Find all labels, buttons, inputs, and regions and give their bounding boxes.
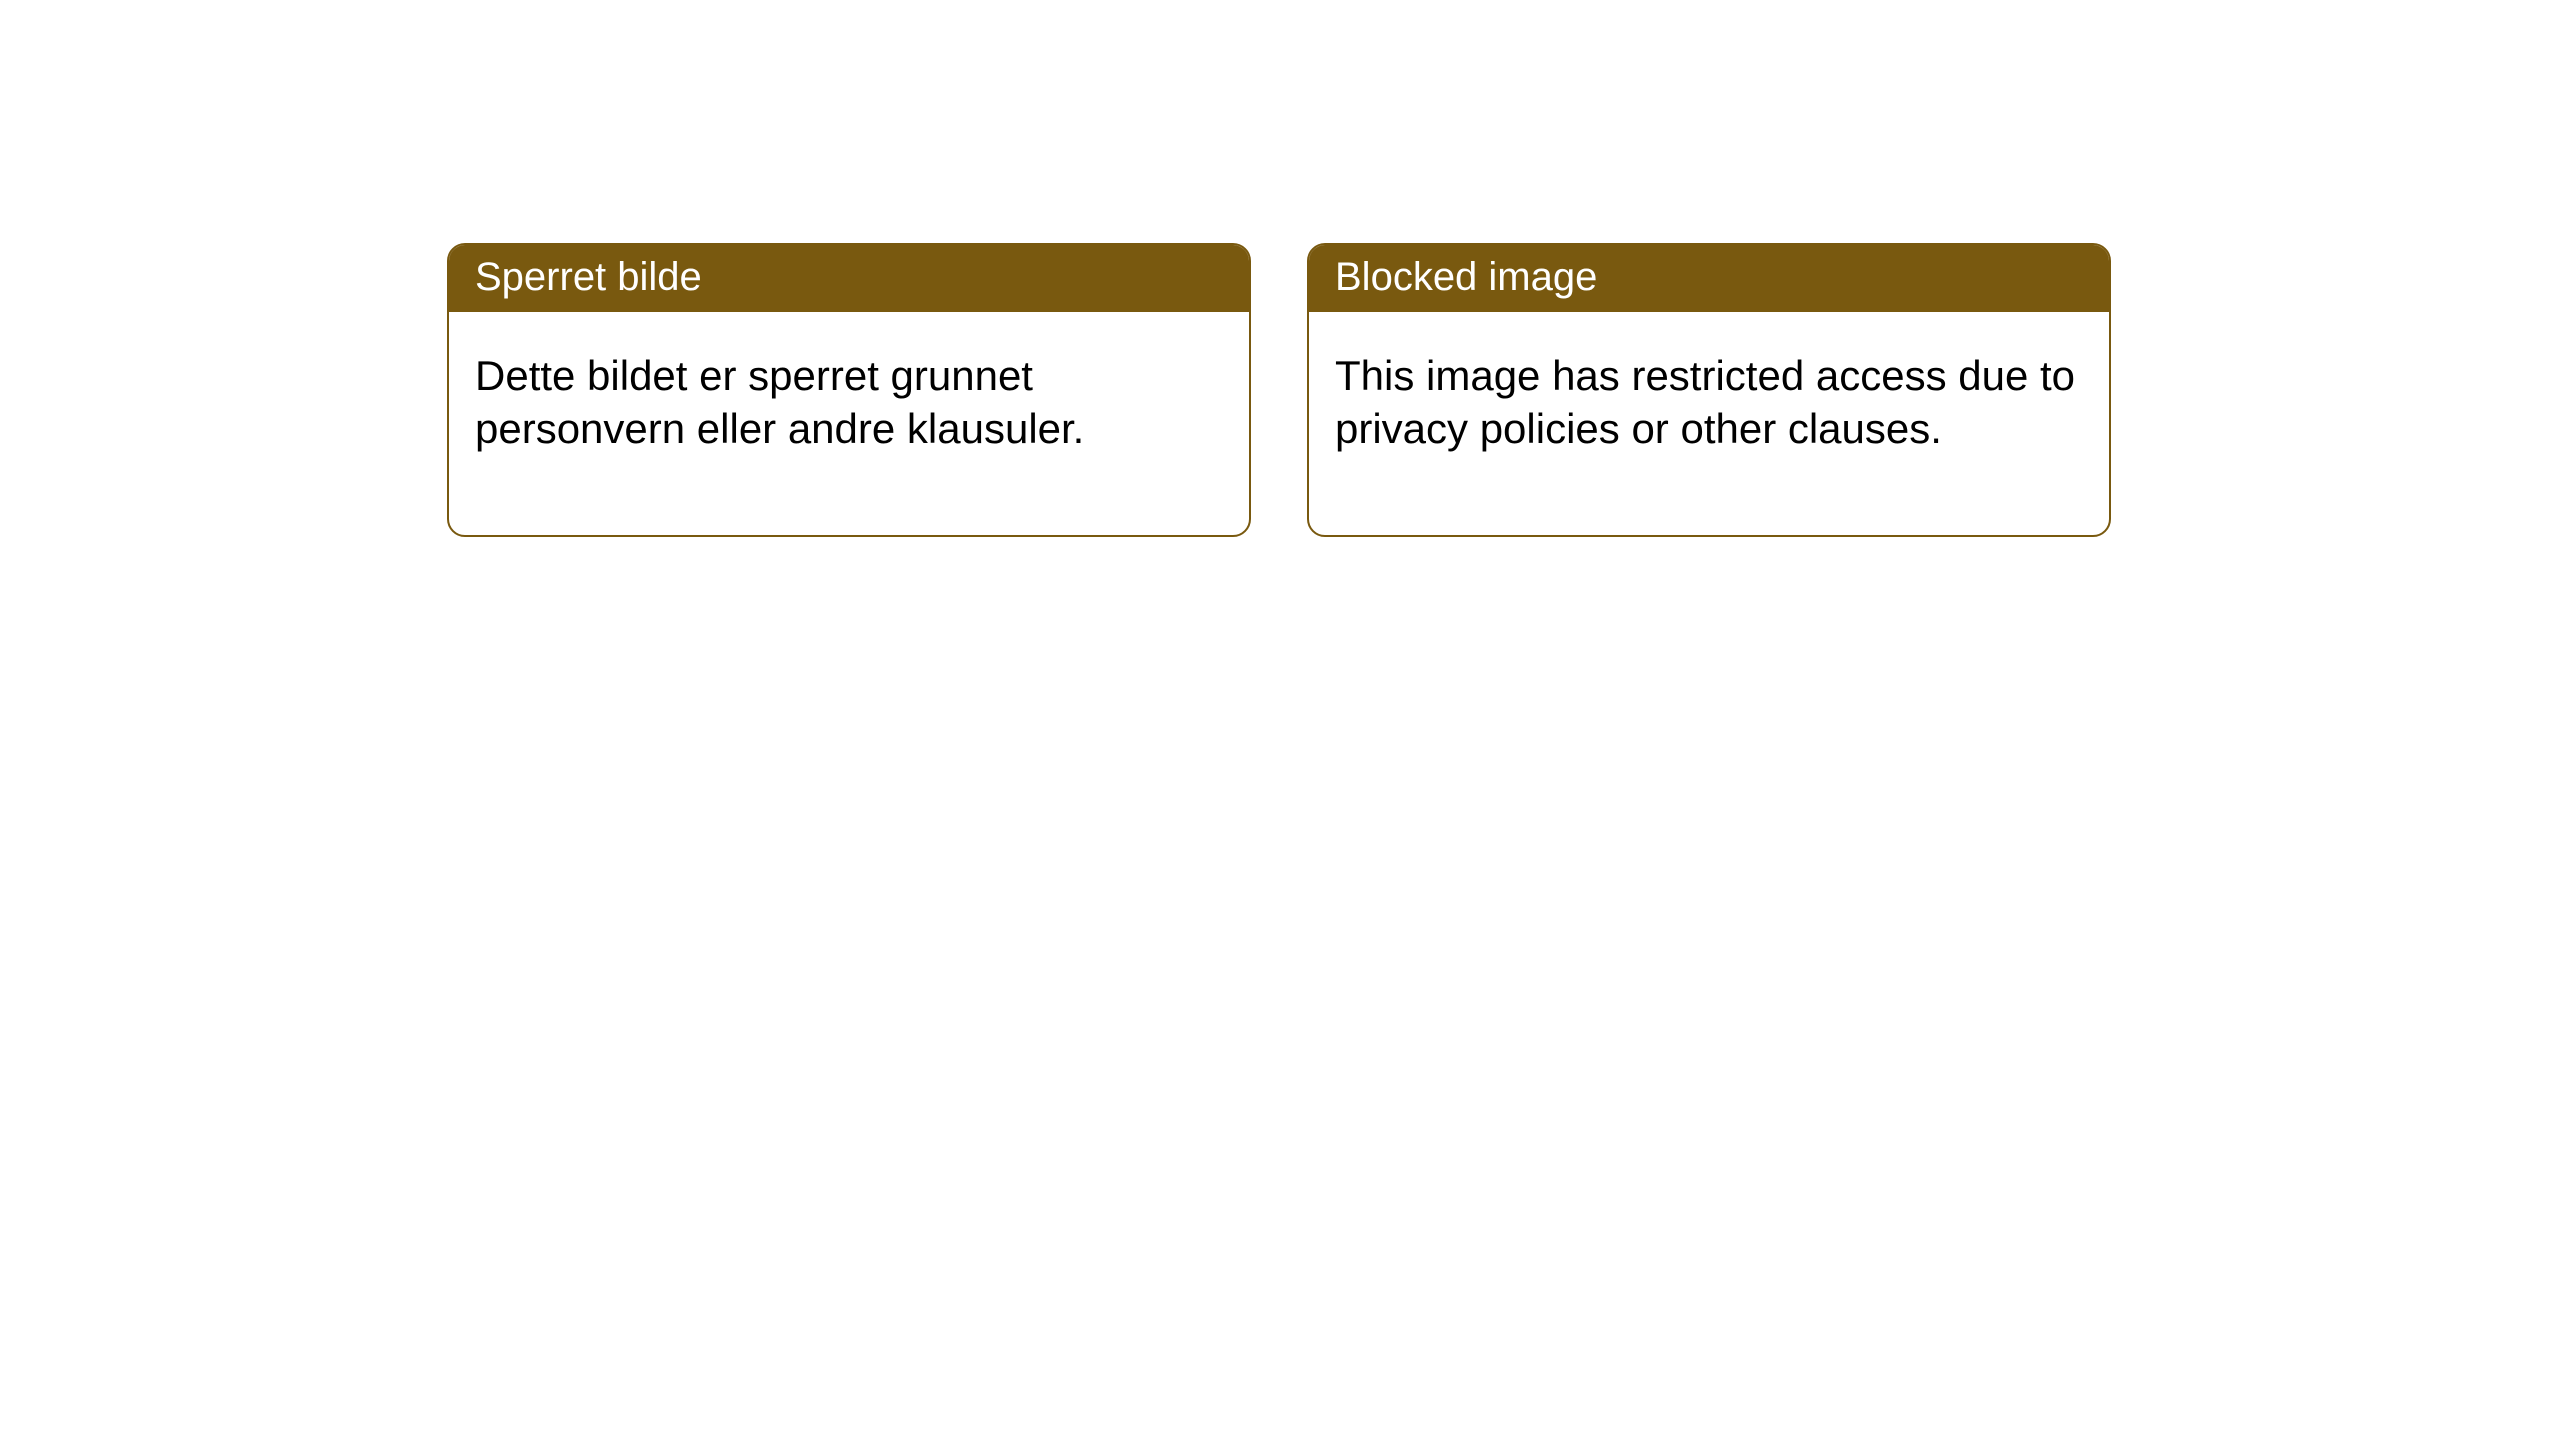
notice-title-en: Blocked image <box>1309 245 2109 312</box>
notice-title-no: Sperret bilde <box>449 245 1249 312</box>
notice-card-en: Blocked image This image has restricted … <box>1307 243 2111 537</box>
notice-body-en: This image has restricted access due to … <box>1309 312 2109 535</box>
notice-container: Sperret bilde Dette bildet er sperret gr… <box>0 0 2560 537</box>
notice-card-no: Sperret bilde Dette bildet er sperret gr… <box>447 243 1251 537</box>
notice-body-no: Dette bildet er sperret grunnet personve… <box>449 312 1249 535</box>
